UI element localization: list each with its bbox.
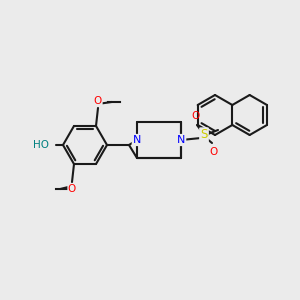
Text: O: O (192, 111, 200, 121)
Text: O: O (209, 147, 217, 157)
Text: O: O (94, 96, 102, 106)
Text: O: O (68, 184, 76, 194)
Text: HO: HO (33, 140, 49, 150)
Text: S: S (200, 128, 208, 142)
Text: N: N (133, 135, 141, 145)
Text: N: N (177, 135, 185, 145)
